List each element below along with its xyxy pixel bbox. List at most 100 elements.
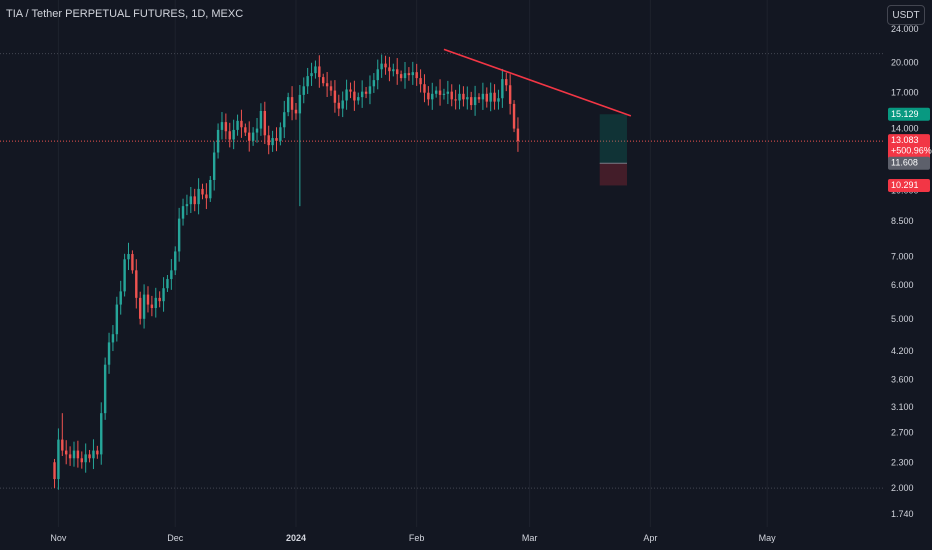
- candle: [508, 85, 512, 104]
- y-tick-label: 6.000: [891, 280, 914, 290]
- candle: [185, 204, 189, 207]
- candle: [154, 297, 157, 309]
- y-tick-label: 7.000: [891, 252, 914, 262]
- x-tick-label: 2024: [286, 533, 306, 543]
- candle: [357, 97, 360, 101]
- y-tick-label: 2.700: [891, 428, 914, 438]
- candle: [162, 288, 165, 302]
- currency-button[interactable]: USDT: [887, 5, 925, 25]
- candle: [236, 120, 239, 130]
- candle: [96, 450, 99, 455]
- candle: [505, 79, 508, 86]
- candle: [407, 73, 411, 76]
- candle: [396, 69, 399, 75]
- candle: [325, 83, 329, 87]
- candle: [111, 334, 115, 343]
- candle: [333, 90, 337, 103]
- candle: [80, 458, 83, 463]
- x-tick-label: Feb: [409, 533, 425, 543]
- candle: [240, 120, 243, 128]
- y-tick-label: 8.500: [891, 216, 914, 226]
- candle: [127, 254, 130, 260]
- target-price-tag: [888, 107, 930, 121]
- candle: [103, 364, 107, 414]
- position-profit-zone: [599, 114, 627, 164]
- candle: [493, 92, 496, 102]
- candle: [392, 69, 395, 72]
- candle: [345, 89, 348, 101]
- candle: [283, 112, 286, 128]
- candle: [197, 188, 200, 205]
- candle: [119, 291, 122, 305]
- candle: [446, 91, 450, 94]
- candle: [423, 84, 426, 93]
- candle: [68, 454, 72, 459]
- candle: [450, 91, 453, 100]
- candle: [263, 110, 267, 136]
- y-tick-label: 2.000: [891, 483, 914, 493]
- candle: [107, 342, 111, 365]
- candle: [177, 218, 181, 252]
- candle: [341, 100, 344, 109]
- candle: [442, 93, 446, 95]
- trendline: [443, 48, 632, 117]
- candle: [189, 196, 193, 205]
- x-tick-label: Apr: [643, 533, 657, 543]
- candle: [248, 132, 251, 141]
- candle: [462, 93, 465, 100]
- candle: [255, 128, 259, 133]
- candle: [232, 129, 235, 140]
- candle: [88, 454, 91, 459]
- candle: [170, 270, 173, 280]
- price-axis: [884, 0, 932, 550]
- candle: [372, 80, 376, 87]
- x-tick-label: May: [759, 533, 777, 543]
- candle: [224, 122, 228, 132]
- candle: [201, 188, 204, 195]
- candle: [349, 89, 352, 92]
- candle: [193, 196, 196, 205]
- candle: [84, 454, 87, 463]
- x-tick-label: Nov: [50, 533, 67, 543]
- candle: [438, 90, 442, 95]
- candle: [477, 97, 481, 100]
- stop-price-tag-text: 10.291: [891, 180, 919, 190]
- candle: [61, 439, 64, 451]
- y-tick-label: 3.100: [891, 402, 914, 412]
- candle: [279, 127, 282, 141]
- candle: [290, 97, 294, 110]
- candle: [123, 259, 126, 292]
- entry-price-tag-text: 11.608: [891, 158, 918, 168]
- y-tick-label: 2.300: [891, 457, 914, 467]
- candle: [481, 93, 485, 100]
- candle: [501, 79, 504, 99]
- position-loss-zone: [599, 163, 627, 186]
- y-tick-label: 5.000: [891, 314, 914, 324]
- x-tick-label: Mar: [522, 533, 538, 543]
- candle: [454, 99, 457, 101]
- candle: [337, 102, 341, 109]
- candle: [368, 86, 372, 94]
- candle: [228, 131, 231, 140]
- candle: [216, 129, 220, 153]
- candle: [244, 127, 247, 133]
- candle: [360, 91, 364, 98]
- candle: [388, 67, 391, 72]
- candle: [329, 86, 333, 91]
- candle: [415, 72, 418, 79]
- candle: [286, 97, 290, 113]
- candle: [150, 304, 154, 309]
- candle: [146, 294, 150, 305]
- candle: [209, 179, 212, 199]
- candle: [376, 69, 379, 81]
- candle: [380, 63, 383, 70]
- candle: [318, 66, 321, 78]
- y-tick-label: 20.000: [891, 58, 919, 68]
- candle: [431, 93, 434, 100]
- y-tick-label: 4.200: [891, 346, 914, 356]
- stop-price-tag: [888, 178, 930, 192]
- candle: [271, 138, 274, 146]
- candle: [411, 72, 415, 76]
- candle: [294, 109, 298, 114]
